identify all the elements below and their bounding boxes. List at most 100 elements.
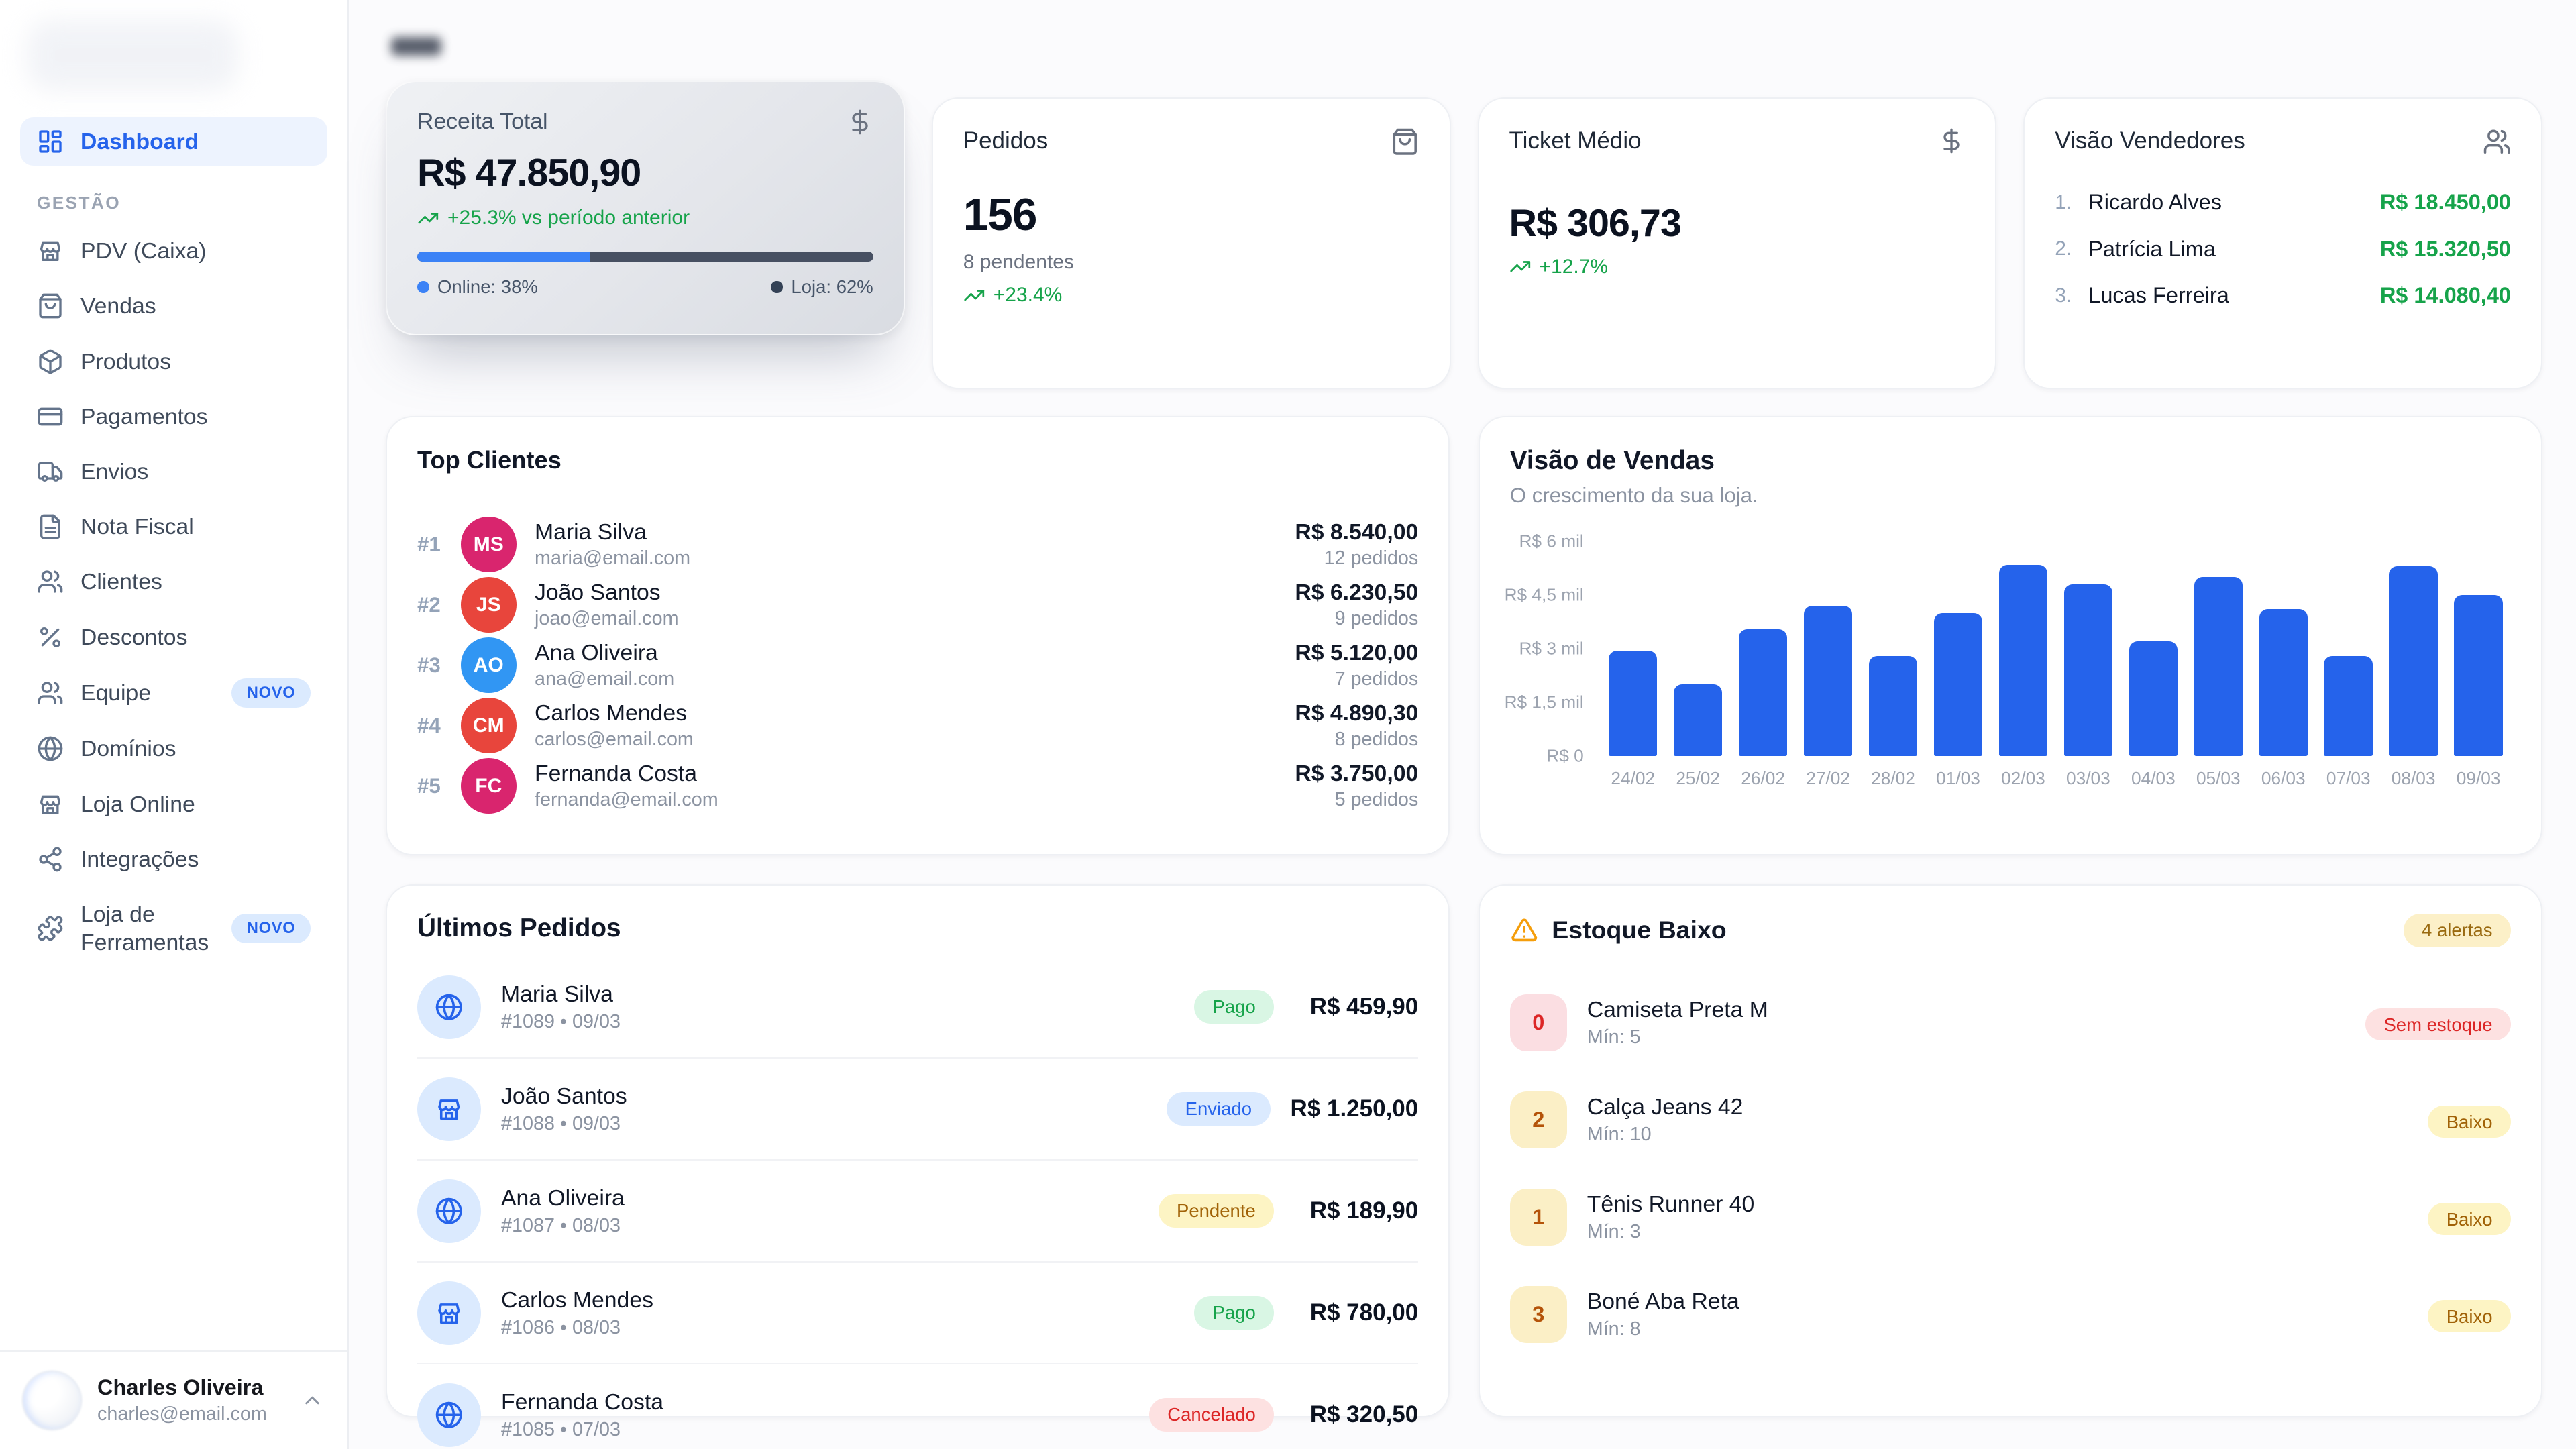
credit-card-icon [37, 403, 64, 430]
sidebar-item-label: Domínios [80, 736, 176, 762]
bar-column: 24/02 [1601, 541, 1666, 788]
user-menu[interactable]: Charles Oliveira charles@email.com [0, 1350, 347, 1449]
stock-status-badge: Sem estoque [2365, 1008, 2511, 1041]
bar-column: 25/02 [1666, 541, 1731, 788]
bar[interactable] [1933, 612, 1983, 756]
new-badge: NOVO [231, 678, 311, 708]
trending-up-icon [963, 284, 985, 307]
order-customer: Carlos Mendes [501, 1287, 653, 1313]
sidebar-item-label: Clientes [80, 569, 162, 595]
bar[interactable] [2454, 595, 2503, 756]
sidebar-item-equipe[interactable]: Equipe NOVO [20, 668, 327, 718]
alert-triangle-icon [1510, 916, 1539, 945]
client-rank: #1 [417, 532, 441, 556]
stock-row[interactable]: 3 Boné Aba Reta Mín: 8 Baixo [1509, 1269, 2511, 1360]
bar-column: 05/03 [2186, 541, 2251, 788]
stock-quantity: 2 [1509, 1091, 1567, 1148]
low-stock-card: Estoque Baixo 4 alertas 0 Camiseta Preta… [1478, 883, 2542, 1417]
sidebar-item-pagamentos[interactable]: Pagamentos [20, 392, 327, 441]
order-meta: #1089 • 09/03 [501, 1010, 621, 1032]
order-row[interactable]: João Santos #1088 • 09/03 Enviado R$ 1.250… [417, 1059, 1419, 1161]
app-logo [27, 20, 238, 91]
status-badge: Cancelado [1148, 1398, 1275, 1432]
sidebar-item-clientes[interactable]: Clientes [20, 557, 327, 606]
order-row[interactable]: Carlos Mendes #1086 • 08/03 Pago R$ 780,00 [417, 1263, 1419, 1364]
order-row[interactable]: Maria Silva #1089 • 09/03 Pago R$ 459,90 [417, 957, 1419, 1059]
bar[interactable] [2194, 577, 2243, 756]
bar[interactable] [1998, 564, 2048, 756]
stock-status-badge: Baixo [2428, 1299, 2511, 1333]
order-meta: #1085 • 07/03 [501, 1418, 621, 1440]
client-rank: #4 [417, 713, 441, 737]
main-content: Receita Total R$ 47.850,90 +25.3% vs per… [349, 0, 2576, 1449]
sidebar-item-dashboard[interactable]: Dashboard [20, 117, 327, 166]
sidebar-item-dominios[interactable]: Domínios [20, 724, 327, 773]
order-row[interactable]: Fernanda Costa #1085 • 07/03 Cancelado R$ … [417, 1364, 1418, 1449]
client-amount: R$ 8.540,00 [1295, 519, 1419, 545]
dollar-icon [847, 109, 873, 136]
bar[interactable] [1608, 650, 1658, 756]
sidebar-item-nota-fiscal[interactable]: Nota Fiscal [20, 502, 327, 551]
sidebar-item-vendas[interactable]: Vendas [20, 282, 327, 330]
sidebar-item-loja-online[interactable]: Loja Online [20, 780, 327, 828]
x-axis-label: 04/03 [2131, 767, 2176, 788]
online-share-fill [417, 251, 591, 262]
puzzle-icon [37, 915, 64, 942]
client-row: #2 JS João Santos joao@email.com R$ 6.230… [417, 575, 1418, 635]
client-amount: R$ 5.120,00 [1295, 640, 1419, 666]
user-name: Charles Oliveira [97, 1375, 264, 1399]
sidebar-item-label: Integrações [80, 846, 199, 872]
product-name: Tênis Runner 40 [1587, 1191, 1755, 1217]
card-title: Receita Total [417, 109, 548, 134]
order-meta: #1088 • 09/03 [501, 1112, 621, 1134]
stock-row[interactable]: 1 Tênis Runner 40 Mín: 3 Baixo [1509, 1172, 2511, 1263]
x-axis-label: 26/02 [1741, 767, 1785, 788]
sidebar-item-label: Loja de Ferramentas [80, 901, 209, 956]
x-axis-label: 05/03 [2196, 767, 2241, 788]
seller-row: 2. Patrícia Lima R$ 15.320,50 [2055, 226, 2511, 273]
client-row: #3 AO Ana Oliveira ana@email.com R$ 5.120… [417, 635, 1418, 696]
y-axis-label: R$ 6 mil [1519, 531, 1584, 551]
seller-rank: 1. [2055, 191, 2072, 213]
avatar: FC [461, 758, 517, 814]
sidebar-item-label: Envios [80, 458, 149, 484]
latest-orders-card: Últimos Pedidos Maria Silva #1089 • 09/03… [386, 883, 1450, 1447]
bar[interactable] [2259, 609, 2308, 756]
bar[interactable] [2129, 641, 2178, 756]
stock-row[interactable]: 0 Camiseta Preta M Mín: 5 Sem estoque [1509, 977, 2511, 1068]
orders-trend: +23.4% [963, 284, 1419, 307]
bar[interactable] [1868, 655, 1918, 756]
users-icon [37, 680, 64, 706]
card-title: Top Clientes [417, 445, 561, 474]
bar[interactable] [2389, 566, 2438, 756]
order-row[interactable]: Ana Oliveira #1087 • 08/03 Pendente R$ 189… [417, 1161, 1419, 1263]
bar-column: 09/03 [2446, 541, 2511, 788]
sidebar-item-pdv[interactable]: PDV (Caixa) [20, 227, 327, 275]
sidebar: Dashboard GESTÃO PDV (Caixa) Vendas P [0, 0, 349, 1449]
client-orders: 5 pedidos [1334, 788, 1419, 810]
bar[interactable] [2063, 584, 2113, 756]
bar[interactable] [1803, 606, 1853, 756]
client-name: João Santos [535, 580, 661, 606]
sidebar-item-integracoes[interactable]: Integrações [20, 835, 327, 883]
order-customer: Fernanda Costa [501, 1389, 664, 1415]
x-axis-label: 02/03 [2001, 767, 2045, 788]
sidebar-item-envios[interactable]: Envios [20, 447, 327, 496]
sidebar-item-produtos[interactable]: Produtos [20, 337, 327, 386]
sidebar-item-label: PDV (Caixa) [80, 238, 207, 264]
stock-row[interactable]: 2 Calça Jeans 42 Mín: 10 Baixo [1509, 1075, 2511, 1165]
client-email: ana@email.com [535, 667, 675, 690]
sidebar-item-loja-ferramentas[interactable]: Loja de Ferramentas NOVO [20, 890, 327, 967]
bar[interactable] [2324, 655, 2373, 756]
order-amount: R$ 459,90 [1309, 994, 1419, 1020]
client-orders: 12 pedidos [1324, 547, 1419, 569]
avatar: AO [461, 637, 517, 693]
bar[interactable] [1738, 629, 1788, 756]
chart-subtitle: O crescimento da sua loja. [1509, 484, 1758, 507]
chevron-up-icon[interactable] [301, 1389, 324, 1412]
client-name: Fernanda Costa [535, 761, 698, 787]
store-icon [37, 237, 64, 264]
bar[interactable] [1673, 684, 1723, 756]
sidebar-item-descontos[interactable]: Descontos [20, 613, 327, 661]
shopping-bag-icon [37, 292, 64, 319]
